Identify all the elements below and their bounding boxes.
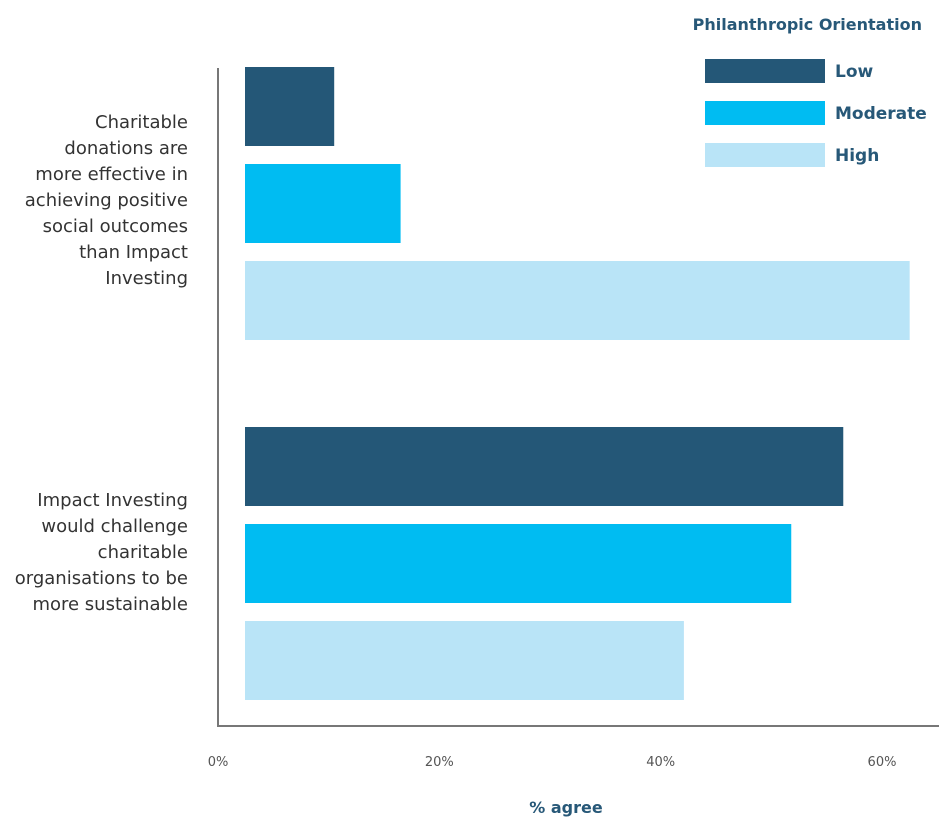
x-tick-label: 40% (646, 755, 675, 770)
category-label-line: would challenge (41, 516, 188, 537)
category-label-line: Impact Investing (37, 490, 188, 511)
category-label-line: social outcomes (42, 216, 188, 237)
bar-moderate-2 (245, 524, 792, 603)
x-tick-label: 60% (868, 755, 897, 770)
legend-label-high: High (835, 146, 879, 166)
bar-high-1 (245, 261, 910, 340)
legend-label-moderate: Moderate (835, 104, 927, 124)
category-label-line: than Impact (79, 242, 188, 263)
category-label-line: organisations to be (14, 568, 188, 589)
x-tick-label: 0% (208, 755, 229, 770)
category-label-line: Charitable (95, 112, 188, 133)
x-tick-label: 20% (425, 755, 454, 770)
category-label-line: more sustainable (32, 594, 188, 615)
category-label-line: donations are (64, 138, 188, 159)
bar-moderate-1 (245, 164, 401, 243)
category-label-line: more effective in (35, 164, 188, 185)
legend-label-low: Low (835, 62, 874, 82)
legend-swatch-low (705, 59, 825, 83)
x-ticks-group: 0% 20% 40% 60% (208, 755, 897, 770)
category-label-line: achieving positive (24, 190, 188, 211)
category-label-2: Impact Investing would challenge charitabl… (15, 488, 188, 618)
bars-group (245, 67, 910, 700)
legend-title: Philanthropic Orientation (693, 15, 922, 34)
category-label-line: Investing (105, 268, 188, 289)
category-label-line: charitable (97, 542, 188, 563)
bar-low-2 (245, 427, 844, 506)
bar-high-2 (245, 621, 684, 700)
x-axis-label: % agree (529, 798, 603, 817)
legend-swatch-moderate (705, 101, 825, 125)
category-label-1: Charitable donations are more effective in… (25, 110, 188, 292)
legend-swatch-high (705, 143, 825, 167)
bar-low-1 (245, 67, 335, 146)
legend: Philanthropic Orientation Low Moderate Hig… (693, 15, 927, 167)
